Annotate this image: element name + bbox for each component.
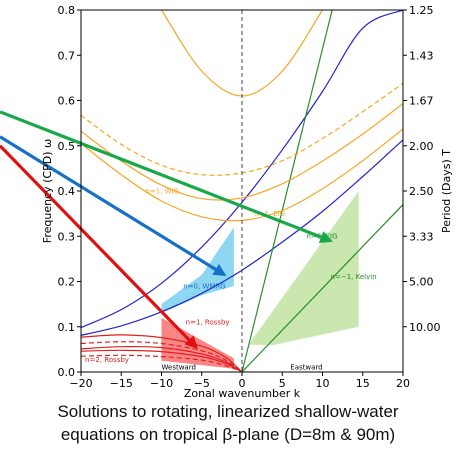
period-tick-label: 2.00 [409,140,434,153]
period-tick-label: 10.00 [409,321,441,334]
period-axis-ticks: 1.25 1.43 1.67 2.00 2.50 3.33 5.00 10.00 [403,4,441,334]
period-tick-label: 2.50 [409,185,434,198]
series-line-1 [80,10,403,329]
period-tick-label: 5.00 [409,276,434,289]
x-tick-label: 10 [316,377,330,390]
y-axis-ticks: 0.0 0.1 0.2 0.3 0.4 0.5 0.6 0.7 0.8 [58,4,81,379]
caption-line-1: Solutions to rotating, linearized shallo… [57,402,399,421]
series-line-2 [241,204,403,372]
annotation-4: n=−1, Kelvin [331,273,377,281]
series-line-6 [80,103,403,201]
series-line-12 [80,354,243,372]
annotation-0: n=1, WIG [145,187,179,195]
annotation-5: n=1, Rossby [186,318,230,326]
annotation-8: Eastward [290,364,322,372]
y-tick-label: 0.4 [58,185,76,198]
arrow-2 [0,144,198,349]
region-eig [250,191,359,345]
annotation-7: Westward [162,364,196,372]
y-axis-label: Frequency (CPD) ω [41,139,54,243]
x-tick-label: 20 [396,377,410,390]
annotation-2: n=0, WMRG [183,282,225,290]
period-axis-label: Period (Days) T [440,149,453,233]
x-tick-label: 0 [239,377,246,390]
arrow-1 [0,135,227,277]
annotation-1: n=1, EIG [254,210,285,218]
y-tick-label: 0.7 [58,49,76,62]
y-tick-label: 0.2 [58,276,76,289]
y-tick-label: 0.3 [58,230,76,243]
series-line-9 [80,341,243,372]
x-tick-label: −20 [69,377,92,390]
x-tick-label: −10 [150,377,173,390]
annotation-6: n=2, Rossby [85,356,129,364]
y-tick-label: 0.5 [58,140,76,153]
x-tick-label: −15 [110,377,133,390]
figure-caption: Solutions to rotating, linearized shallo… [0,400,456,446]
series-line-3 [241,10,333,372]
region-wmrg [161,227,234,314]
pointer-arrows [0,110,333,349]
x-axis-label: Zonal wavenumber k [184,387,301,400]
x-tick-label: −5 [194,377,210,390]
x-axis-ticks: −20 −15 −10 −5 0 5 10 15 20 [69,372,410,390]
y-tick-label: 0.1 [58,321,76,334]
arrow-0 [0,110,333,244]
period-tick-label: 1.43 [409,49,434,62]
y-tick-label: 0.0 [58,366,76,379]
period-tick-label: 3.33 [409,230,434,243]
y-tick-label: 0.8 [58,4,76,17]
period-tick-label: 1.25 [409,4,434,17]
x-tick-label: 15 [356,377,370,390]
period-tick-label: 1.67 [409,95,434,108]
series-line-8 [80,334,243,372]
series-line-11 [80,349,243,372]
series-line-10 [80,345,243,372]
caption-line-2: equations on tropical β-plane (D=8m & 90… [60,425,396,444]
y-tick-label: 0.6 [58,95,76,108]
x-tick-label: 5 [279,377,286,390]
